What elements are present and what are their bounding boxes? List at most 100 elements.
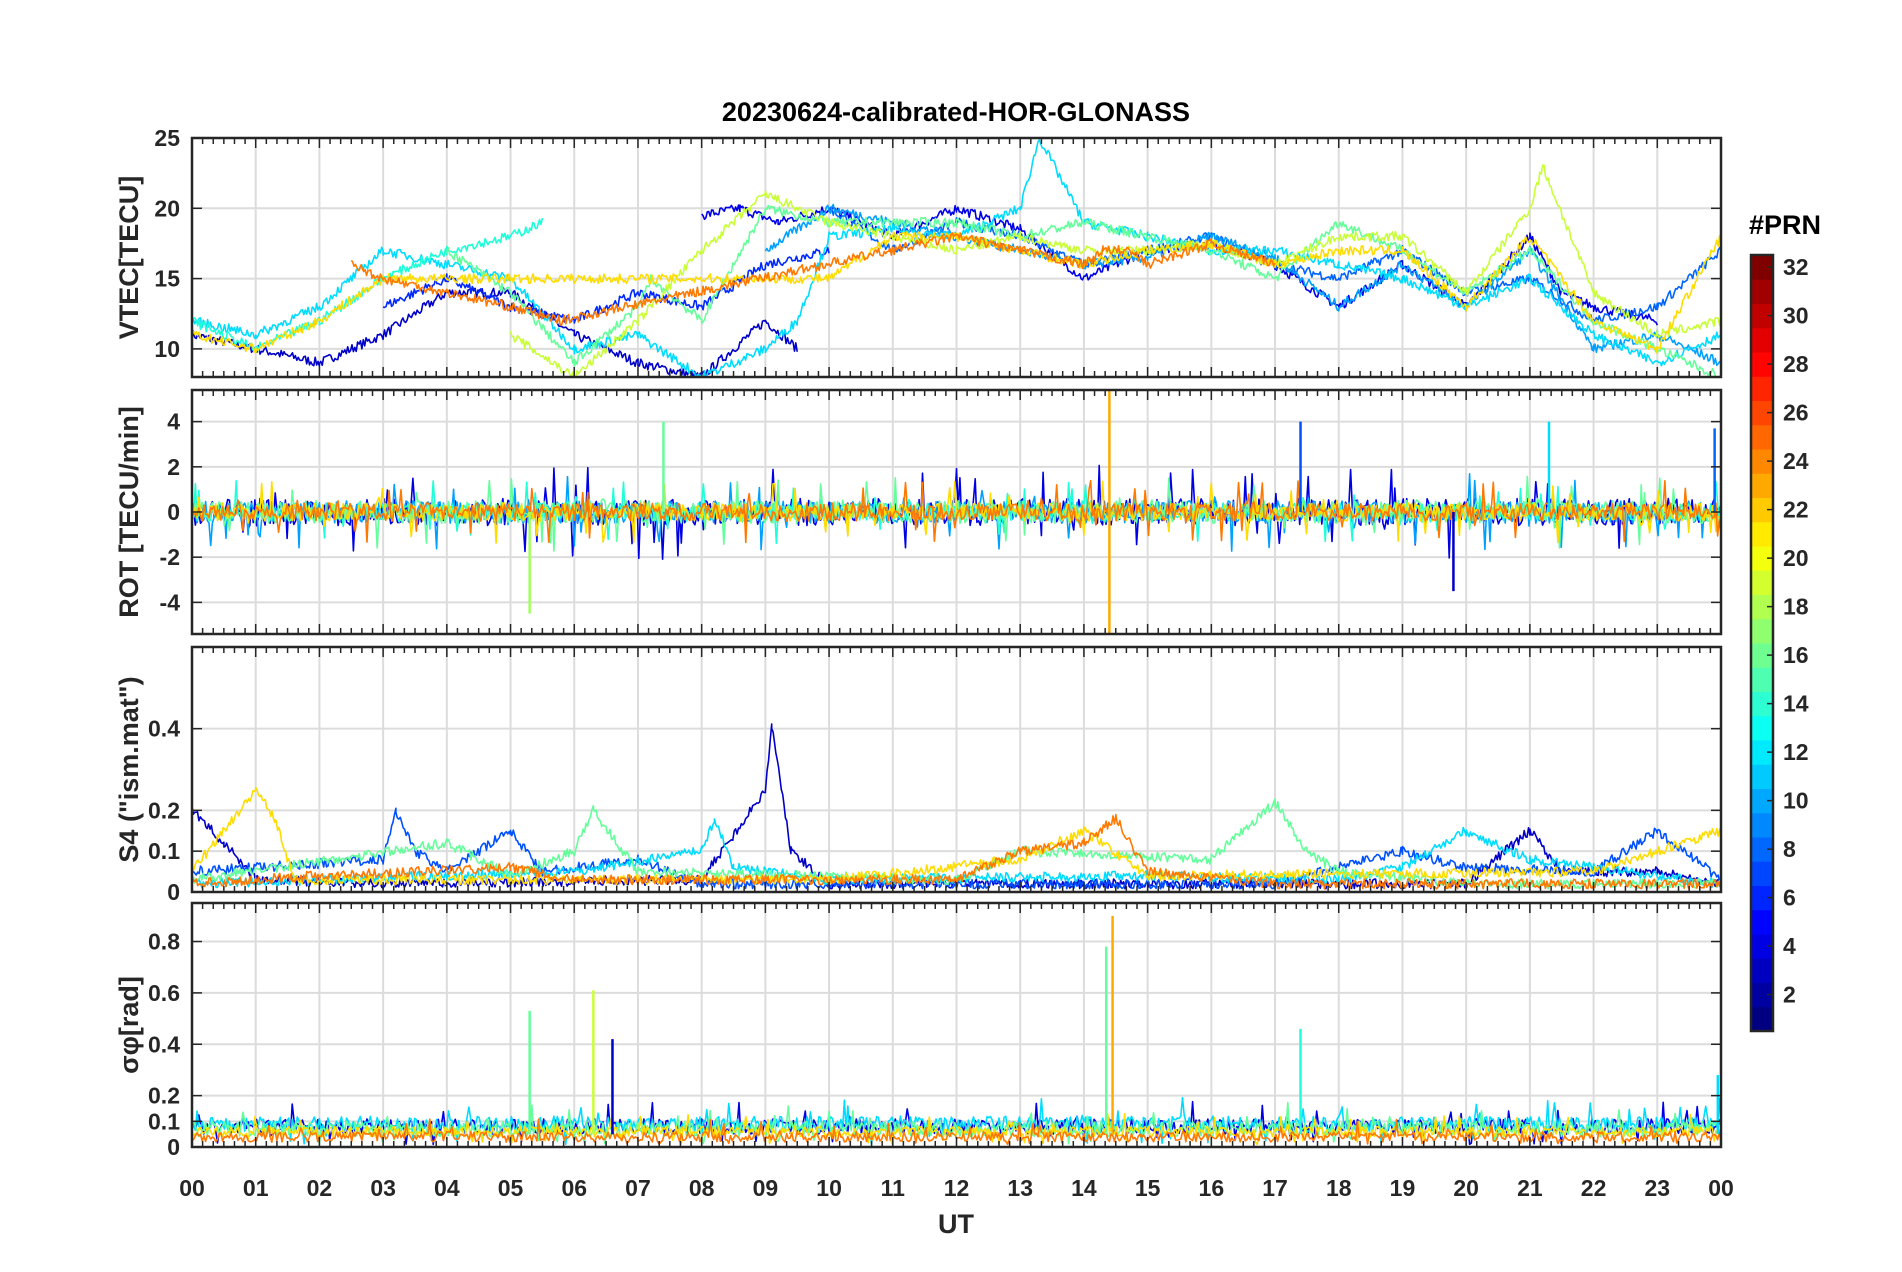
- y-axis-label-s4: S4 ("ism.mat"): [114, 676, 144, 862]
- x-tick-label: 17: [1262, 1175, 1288, 1201]
- y-axis-label-sigma: σφ[rad]: [114, 976, 144, 1074]
- x-tick-label: 18: [1326, 1175, 1352, 1201]
- colorbar-segment: [1751, 546, 1773, 571]
- colorbar-tick-label: 32: [1783, 254, 1809, 280]
- colorbar-tick-label: 12: [1783, 739, 1809, 765]
- colorbar-segment: [1751, 934, 1773, 959]
- x-tick-label: 12: [944, 1175, 970, 1201]
- colorbar-segment: [1751, 958, 1773, 983]
- colorbar-segment: [1751, 570, 1773, 595]
- x-tick-label: 02: [307, 1175, 333, 1201]
- x-tick-label: 08: [689, 1175, 715, 1201]
- series-prn-24: [350, 232, 1276, 327]
- colorbar-segment: [1751, 643, 1773, 668]
- y-tick-label: 25: [154, 125, 180, 151]
- colorbar-tick-label: 22: [1783, 497, 1809, 523]
- colorbar-segment: [1751, 303, 1773, 329]
- colorbar-segment: [1751, 1006, 1773, 1032]
- y-tick-label: -2: [160, 544, 180, 570]
- series-prn-16: [192, 1101, 1721, 1145]
- panels: 10 15 20 25 VTEC[TECU] -4 -2 0 2 4 ROT [TECU/min] 0…: [114, 125, 1723, 1160]
- series-prn-5: [382, 246, 830, 324]
- x-tick-label: 13: [1007, 1175, 1033, 1201]
- colorbar-segment: [1751, 982, 1773, 1008]
- panel-s4: 0 0.1 0.2 0.4S4 ("ism.mat"): [114, 645, 1723, 905]
- colorbar-tick-label: 8: [1783, 836, 1796, 862]
- colorbar-segment: [1751, 255, 1773, 280]
- colorbar-segment: [1751, 812, 1773, 838]
- colorbar-tick-label: 2: [1783, 982, 1796, 1008]
- x-tick-label: 05: [498, 1175, 524, 1201]
- x-tick-labels: 00 01 02 03 04 05 06 07 08 09 10 11 12 13 14 15 16 17 18 19…: [179, 1175, 1734, 1201]
- colorbar-segment: [1751, 424, 1773, 450]
- panel-rot: -4 -2 0 2 4 ROT [TECU/min]: [114, 388, 1723, 636]
- colorbar-tick-label: 16: [1783, 642, 1809, 668]
- x-tick-label: 23: [1644, 1175, 1670, 1201]
- colorbar-segment: [1751, 400, 1773, 426]
- colorbar-segment: [1751, 618, 1773, 644]
- colorbar-tick-label: 28: [1783, 351, 1809, 377]
- colorbar-tick-label: 20: [1783, 545, 1809, 571]
- panel-vtec: 10 15 20 25 VTEC[TECU]: [114, 125, 1723, 379]
- y-tick-label: 0: [167, 879, 180, 905]
- colorbar-segment: [1751, 376, 1773, 401]
- x-tick-label: 10: [816, 1175, 842, 1201]
- colorbar-segment: [1751, 691, 1773, 717]
- y-tick-label: 20: [154, 195, 180, 221]
- y-tick-label: 0.6: [148, 980, 180, 1006]
- colorbar-tick-label: 14: [1783, 691, 1809, 717]
- x-tick-label: 11: [881, 1175, 906, 1201]
- y-tick-label: 0: [167, 1134, 180, 1160]
- series-prn-24: [192, 479, 1721, 544]
- colorbar-tick-label: 18: [1783, 594, 1809, 620]
- panel-frame: [190, 901, 1723, 1149]
- colorbar-segment: [1751, 861, 1773, 886]
- colorbar-segment: [1751, 279, 1773, 304]
- y-tick-label: 4: [167, 409, 180, 435]
- colorbar-frame: [1749, 253, 1775, 1033]
- colorbar-tick-label: 26: [1783, 400, 1809, 426]
- colorbar-segment: [1751, 667, 1773, 692]
- y-axis-label-rot: ROT [TECU/min]: [114, 406, 144, 617]
- colorbar-segment: [1751, 594, 1773, 620]
- x-tick-label: 15: [1135, 1175, 1161, 1201]
- colorbar-segment: [1751, 497, 1773, 523]
- y-tick-label: 0.2: [148, 1083, 180, 1109]
- data-lines: [192, 139, 1721, 377]
- panel-frame: [190, 388, 1723, 636]
- x-tick-label: 21: [1517, 1175, 1543, 1201]
- colorbar-tick-label: 6: [1783, 885, 1796, 911]
- x-tick-label: 00: [1708, 1175, 1734, 1201]
- series-prn-2: [192, 287, 798, 377]
- chart-title: 20230624-calibrated-HOR-GLONASS: [722, 97, 1190, 127]
- colorbar-tick-label: 24: [1783, 448, 1809, 474]
- series-prn-24: [192, 813, 1721, 890]
- colorbar-segment: [1751, 352, 1773, 377]
- y-tick-label: -4: [160, 589, 181, 615]
- colorbar-segment: [1751, 909, 1773, 935]
- x-tick-label: 14: [1071, 1175, 1097, 1201]
- y-tick-label: 0.4: [148, 1031, 180, 1057]
- x-tick-label: 22: [1581, 1175, 1607, 1201]
- x-tick-label: 04: [434, 1175, 460, 1201]
- data-lines: [192, 723, 1721, 890]
- y-tick-label: 0.1: [148, 838, 180, 864]
- y-tick-label: 0.2: [148, 797, 180, 823]
- x-tick-label: 03: [370, 1175, 396, 1201]
- x-axis-label: UT: [938, 1209, 974, 1239]
- x-tick-label: 09: [753, 1175, 779, 1201]
- colorbar-title: #PRN: [1749, 210, 1821, 240]
- series-prn-9: [764, 203, 1721, 366]
- colorbar-segment: [1751, 449, 1773, 474]
- panel-frame: [190, 136, 1723, 379]
- colorbar-tick-label: 4: [1783, 933, 1796, 959]
- x-tick-label: 16: [1199, 1175, 1225, 1201]
- y-tick-label: 10: [154, 336, 180, 362]
- y-tick-label: 0: [167, 499, 180, 525]
- x-tick-label: 19: [1390, 1175, 1416, 1201]
- y-tick-label: 0.1: [148, 1108, 180, 1134]
- panel-sigma: 00.10.2 0.4 0.6 0.8σφ[rad]: [114, 901, 1723, 1160]
- colorbar-segment: [1751, 715, 1773, 741]
